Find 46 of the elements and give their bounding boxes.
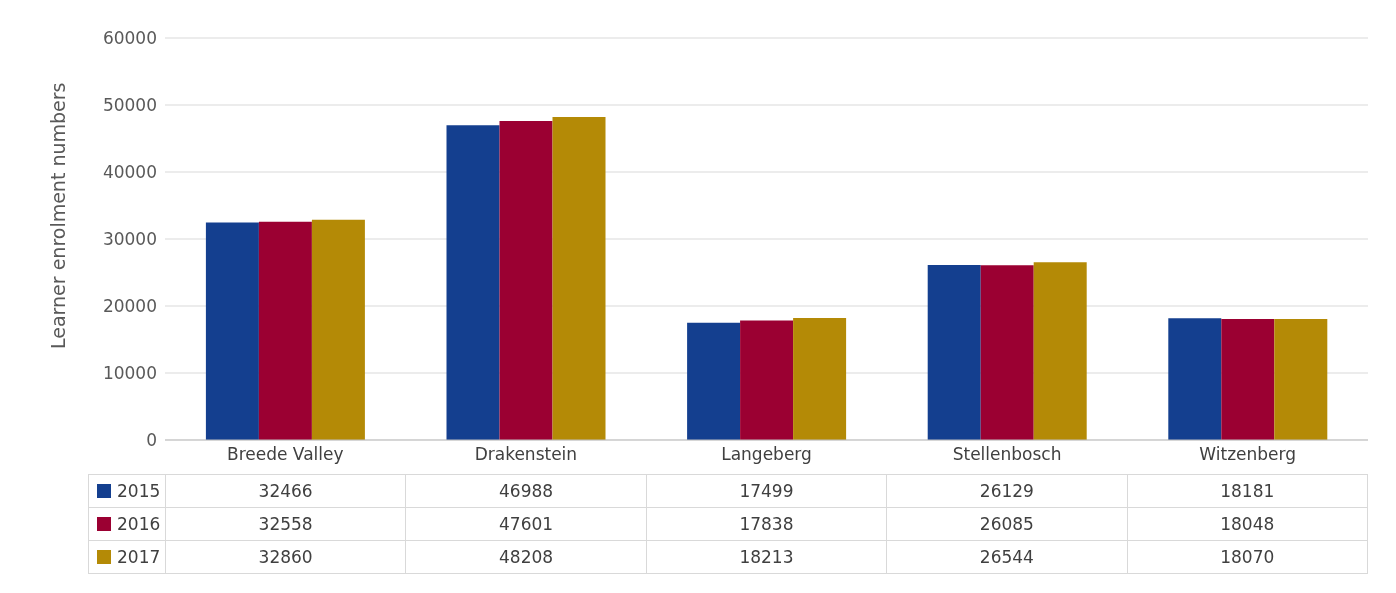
- bar: [205, 222, 259, 440]
- bar: [927, 264, 981, 440]
- bar: [1033, 262, 1087, 440]
- bar: [311, 219, 365, 440]
- y-tick-label: 20000: [102, 296, 157, 317]
- y-tick-label: 30000: [102, 229, 157, 250]
- legend-label: 2017: [117, 547, 161, 567]
- x-tick-label: Witzenberg: [1199, 444, 1297, 465]
- data-label: 32558: [165, 508, 407, 540]
- data-label: 46988: [406, 475, 647, 507]
- data-label: 26085: [887, 508, 1128, 540]
- x-tick-label: Langeberg: [721, 444, 812, 465]
- data-label: 32860: [165, 541, 407, 573]
- legend-label: 2015: [117, 481, 161, 501]
- data-label: 18181: [1127, 475, 1368, 507]
- bar: [258, 221, 312, 440]
- data-label: 26544: [887, 541, 1128, 573]
- bar: [1168, 318, 1222, 440]
- data-label: 47601: [406, 508, 647, 540]
- bar: [1274, 318, 1328, 440]
- data-label: 26129: [887, 475, 1128, 507]
- bar: [980, 265, 1034, 440]
- y-tick-label: 50000: [102, 95, 157, 116]
- y-tick-label: 40000: [102, 162, 157, 183]
- bar: [499, 121, 553, 440]
- bar: [687, 322, 741, 440]
- bar: [1221, 319, 1275, 440]
- data-label: 18048: [1127, 508, 1368, 540]
- bar: [793, 317, 847, 440]
- bar: [446, 125, 500, 440]
- legend-label: 2016: [117, 514, 161, 534]
- x-tick-label: Stellenbosch: [952, 444, 1062, 465]
- data-label: 32466: [165, 475, 407, 507]
- bar: [740, 320, 794, 440]
- data-label: 17499: [646, 475, 888, 507]
- data-label: 17838: [646, 508, 888, 540]
- y-tick-label: 60000: [102, 28, 157, 49]
- data-label: 48208: [406, 541, 647, 573]
- x-tick-label: Breede Valley: [227, 444, 344, 465]
- y-tick-label: 10000: [102, 363, 157, 384]
- x-tick-label: Drakenstein: [474, 444, 578, 465]
- y-axis-title: Learner enrolment numbers: [46, 82, 69, 349]
- data-label: 18213: [646, 541, 888, 573]
- data-label: 18070: [1127, 541, 1368, 573]
- bar: [552, 117, 606, 440]
- y-tick-label: 0: [146, 430, 157, 451]
